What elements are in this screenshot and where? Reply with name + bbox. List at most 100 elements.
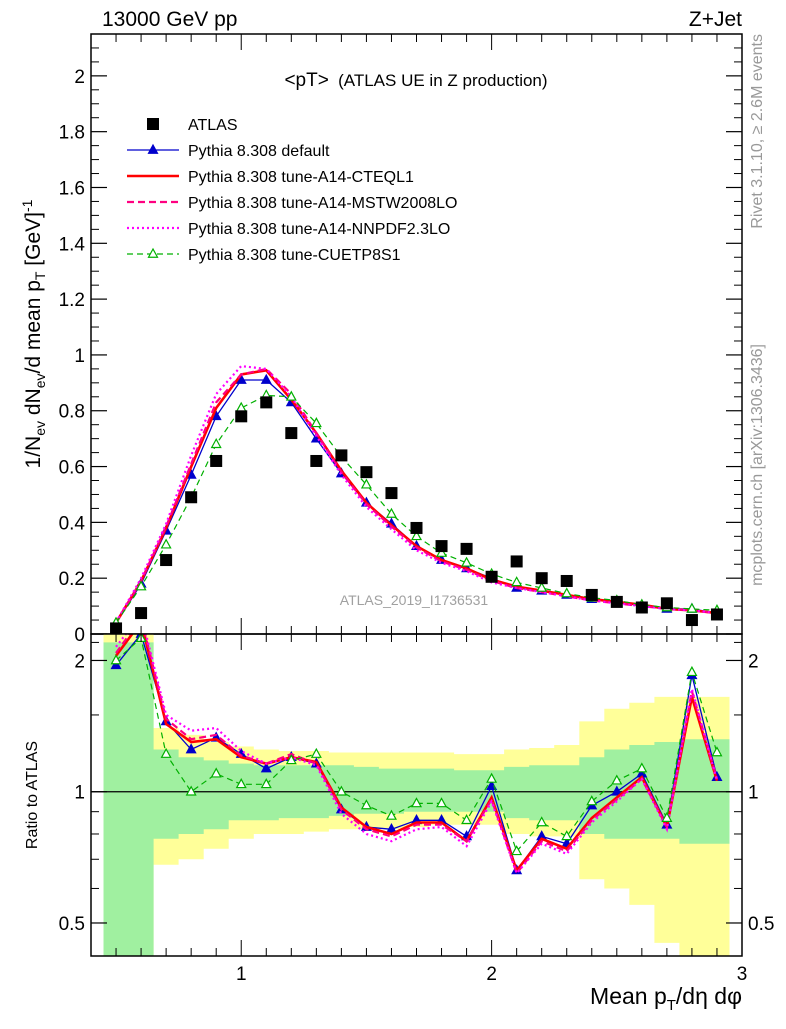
legend-label-atlas: ATLAS xyxy=(188,117,238,134)
ylabel-part-d-sup: -1 xyxy=(19,199,35,212)
main-atlas-point xyxy=(485,570,498,583)
main-atlas-point xyxy=(410,521,423,534)
ylabel-part-a: 1/N xyxy=(22,436,45,469)
ratio-y-tick-label-right: 1 xyxy=(748,783,759,804)
ratio-marker-cuetp8s1 xyxy=(235,778,247,789)
main-atlas-point xyxy=(135,607,148,620)
main-atlas-point xyxy=(535,572,548,585)
main-atlas-point xyxy=(260,396,273,409)
main-marker-cuetp8s1 xyxy=(160,538,172,549)
main-marker-cuetp8s1 xyxy=(410,530,423,541)
main-marker-cuetp8s1 xyxy=(686,602,698,613)
ratio-marker-cuetp8s1 xyxy=(636,762,648,773)
process-label: Z+Jet xyxy=(689,8,742,31)
main-y-tick-label: 1.4 xyxy=(59,234,86,255)
ratio-marker-default xyxy=(385,823,397,834)
ratio-marker-default xyxy=(110,659,122,670)
main-series-mstw xyxy=(115,367,718,624)
ylabel-part-b: dN xyxy=(22,388,45,421)
ratio-marker-cuetp8s1 xyxy=(210,767,222,778)
main-atlas-point xyxy=(460,542,473,555)
ratio-marker-cuetp8s1 xyxy=(360,799,372,810)
legend-label-default: Pythia 8.308 default xyxy=(188,143,330,160)
main-atlas-point xyxy=(635,601,648,614)
rivet-label: Rivet 3.1.10, ≥ 2.6M events xyxy=(749,34,766,229)
ratio-marker-cuetp8s1 xyxy=(586,795,598,806)
main-y-tick-label: 0.6 xyxy=(59,458,85,479)
ratio-marker-cuetp8s1 xyxy=(711,746,723,757)
ratio-y-tick-label: 0.5 xyxy=(59,914,85,935)
ratio-y-tick-label-right: 2 xyxy=(748,651,759,672)
ratio-series-cteql1 xyxy=(114,634,719,874)
main-atlas-point xyxy=(185,491,198,504)
ratio-marker-cuetp8s1 xyxy=(536,816,548,827)
main-marker-cuetp8s1 xyxy=(235,401,247,412)
x-tick-label: 1 xyxy=(236,964,247,985)
legend-entry-nnpdf: Pythia 8.308 tune-A14-NNPDF2.3LO xyxy=(127,221,450,238)
ratio-marker-cuetp8s1 xyxy=(686,665,698,677)
ratio-line-cteql1 xyxy=(114,634,719,874)
ratio-marker-cuetp8s1 xyxy=(260,778,272,789)
ratio-frame xyxy=(90,633,743,957)
ratio-series-nnpdf xyxy=(115,634,719,876)
main-series-default xyxy=(110,373,723,628)
xlabel-tail: /dη dφ xyxy=(676,983,742,1009)
legend-entry-mstw: Pythia 8.308 tune-A14-MSTW2008LO xyxy=(127,195,457,212)
main-y-tick-label: 1.2 xyxy=(59,290,85,311)
mcplots-label: mcplots.cern.ch [arXiv:1306.3436] xyxy=(749,344,766,586)
main-y-tick-label: 0.8 xyxy=(59,402,85,423)
main-y-tick-label: 1 xyxy=(74,346,85,367)
ratio-marker-cuetp8s1 xyxy=(110,654,122,665)
main-atlas-point xyxy=(160,554,173,567)
main-marker-cuetp8s1 xyxy=(210,437,222,449)
x-tick-label: 3 xyxy=(737,964,748,985)
main-atlas-point xyxy=(385,487,398,500)
main-line-nnpdf xyxy=(115,364,718,623)
main-series-nnpdf xyxy=(115,364,718,623)
ratio-marker-cuetp8s1 xyxy=(461,814,473,825)
legend-label-cteql1: Pythia 8.308 tune-A14-CTEQL1 xyxy=(188,169,414,186)
ratio-line-mstw xyxy=(115,634,719,876)
ratio-series-mstw xyxy=(115,634,719,876)
ratio-marker-default xyxy=(611,785,623,796)
ratio-y-tick-label: 2 xyxy=(74,651,85,672)
ratio-marker-cuetp8s1 xyxy=(335,785,347,796)
main-marker-cuetp8s1 xyxy=(561,587,573,598)
ratio-marker-cuetp8s1 xyxy=(185,785,197,796)
ratio-band-inner xyxy=(103,642,730,956)
legend-marker-default xyxy=(147,143,159,154)
ratio-panel: 0.5 0.5 1 1 2 2 1 2 3 Ratio to ATLAS Mean pT/dη … xyxy=(24,633,774,1014)
ratio-marker-cuetp8s1 xyxy=(410,797,423,808)
main-atlas-point xyxy=(685,614,698,627)
ratio-y-axis-label: Ratio to ATLAS xyxy=(24,741,41,849)
main-marker-cuetp8s1 xyxy=(360,478,372,489)
legend-entry-cteql1: Pythia 8.308 tune-A14-CTEQL1 xyxy=(127,169,414,186)
ratio-marker-default xyxy=(260,762,272,773)
ylabel-part-a-sub: ev xyxy=(32,421,48,436)
main-marker-cuetp8s1 xyxy=(285,390,297,401)
main-marker-cuetp8s1 xyxy=(135,580,147,591)
ylabel-part-c-sub: T xyxy=(32,271,48,280)
legend-marker-cuetp8s1 xyxy=(147,247,159,258)
legend-entry-atlas: ATLAS xyxy=(147,117,238,134)
main-y-tick-label: 2 xyxy=(74,67,85,88)
main-atlas-point xyxy=(560,574,573,587)
legend-entry-default: Pythia 8.308 default xyxy=(127,143,330,160)
main-atlas-point xyxy=(660,597,673,610)
ratio-marker-cuetp8s1 xyxy=(511,845,523,856)
ratio-marker-cuetp8s1 xyxy=(285,754,297,765)
main-marker-default xyxy=(260,373,272,384)
main-y-tick-label: 0.2 xyxy=(59,569,85,590)
main-atlas-point xyxy=(310,454,323,467)
main-series-atlas xyxy=(110,396,723,634)
legend: ATLAS Pythia 8.308 default Pythia 8.308 tu… xyxy=(127,117,457,264)
legend-atlas-symbol xyxy=(147,118,159,130)
main-y-axis-label: 1/Nev dNev/d mean pT [GeV]-1 xyxy=(19,199,48,468)
analysis-watermark: ATLAS_2019_I1736531 xyxy=(340,592,489,608)
main-y-tick-label: 0.4 xyxy=(59,513,86,534)
ratio-marker-cuetp8s1 xyxy=(160,747,172,758)
ratio-y-tick-label: 1 xyxy=(74,783,85,804)
main-marker-cuetp8s1 xyxy=(461,556,473,567)
